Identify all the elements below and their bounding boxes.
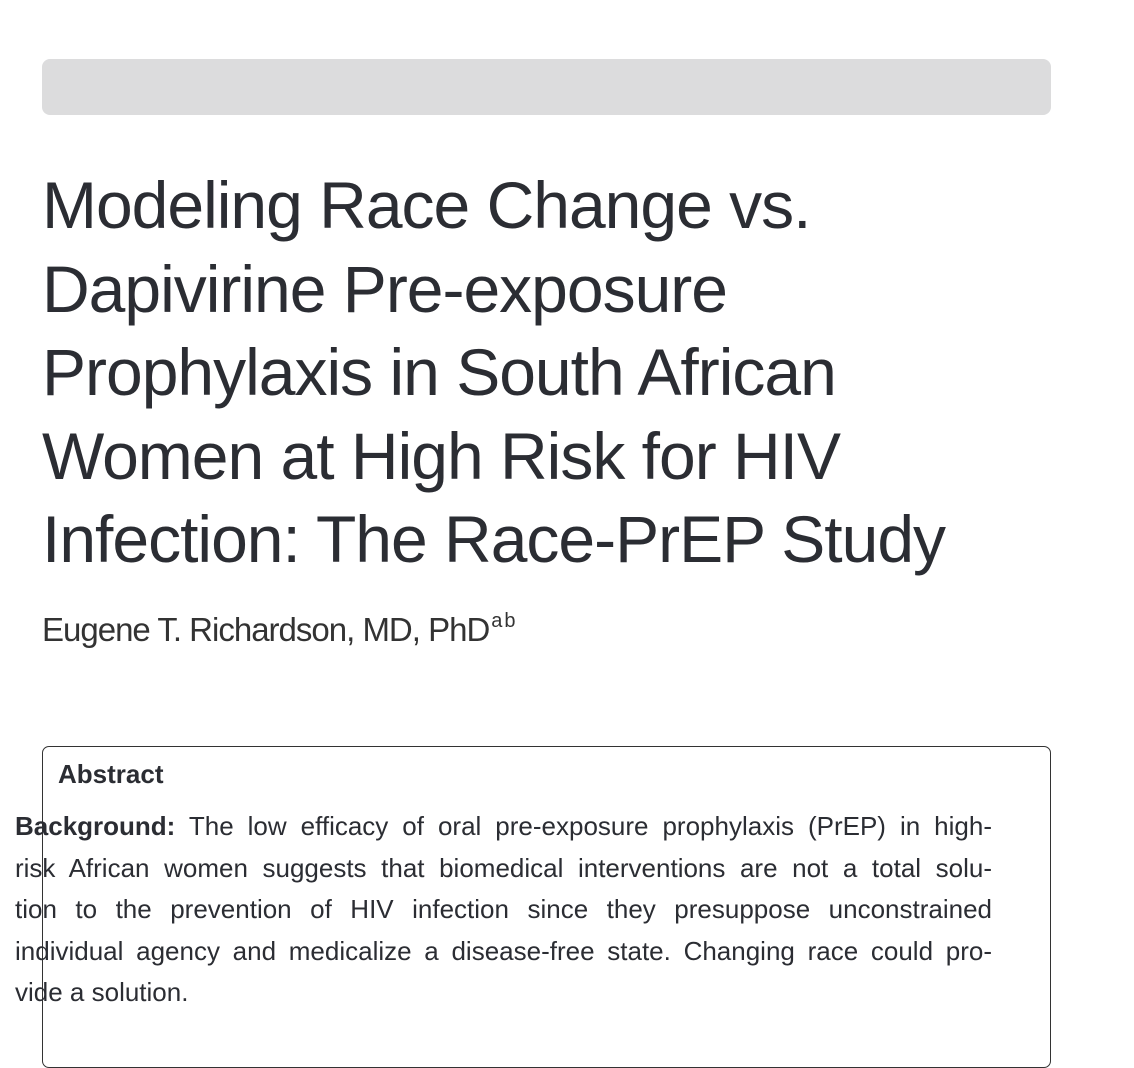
affiliation: a bbox=[491, 610, 503, 632]
abstract-line: risk African women suggests that biomedi… bbox=[15, 848, 992, 890]
author: Eugene T. Richardson, MD, PhD a b bbox=[42, 610, 516, 649]
title: Modeling Race Change vs. Dapivirine Pre-e… bbox=[42, 164, 946, 582]
background-label: Background: bbox=[15, 811, 176, 841]
title-line: Dapivirine Pre-exposure bbox=[42, 251, 728, 326]
title-line: Modeling Race Change vs. bbox=[42, 168, 811, 242]
abstract-text: tion to the prevention of HIV infection … bbox=[15, 894, 992, 924]
page: Modeling Race Change vs. Dapivirine Pre-e… bbox=[15, 59, 1051, 1068]
title-line: Women at High Risk for HIV bbox=[42, 418, 841, 493]
title-line: Infection: The Race-PrEP Study bbox=[42, 502, 946, 576]
abstract-text: individual agency and medicalize a disea… bbox=[15, 935, 992, 966]
abstract-line: individual agency and medicalize a disea… bbox=[15, 931, 992, 973]
abstract-line: Background: The low efficacy of oral pre… bbox=[15, 806, 992, 848]
affiliation: b bbox=[504, 610, 516, 632]
title-line: Prophylaxis in South African bbox=[42, 335, 837, 409]
abstract-text: The low efficacy of oral pre-exposure pr… bbox=[175, 811, 992, 841]
abstract-heading: Abstract bbox=[58, 759, 164, 789]
abstract-line: tion to the prevention of HIV infection … bbox=[15, 889, 992, 931]
header-bar bbox=[42, 59, 1051, 115]
abstract-text: vide a solution. bbox=[15, 977, 189, 1007]
abstract-line: vide a solution. bbox=[15, 972, 992, 1014]
author-name: Eugene T. Richardson, MD, PhD bbox=[42, 611, 490, 648]
abstract-body: Background: The low efficacy of oral pre… bbox=[15, 806, 992, 1014]
abstract-text: risk African women suggests that biomedi… bbox=[15, 852, 992, 883]
